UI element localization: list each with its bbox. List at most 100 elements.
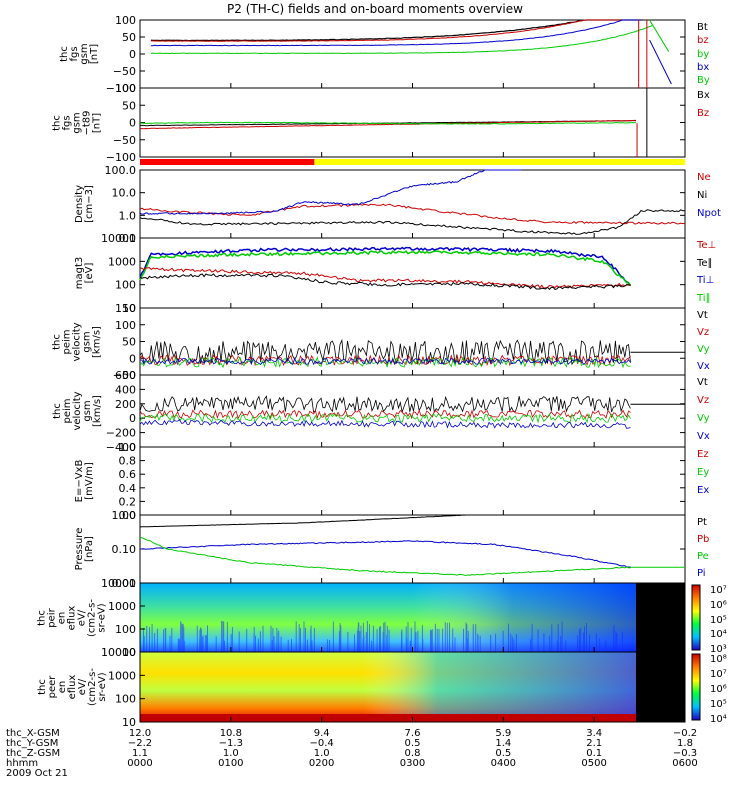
ion-spectrogram-overlay <box>140 583 636 652</box>
trace-bz <box>150 19 631 42</box>
ytick-label-fgs-1: 50 <box>122 31 136 44</box>
ytick-label-density-3: 0.1 <box>119 232 137 245</box>
ylabel-line: gsm <box>81 400 93 422</box>
ytick-label-vel_i-3: 0 <box>129 412 136 425</box>
colorbar-label-ion_spec-4: 10³ <box>710 644 727 655</box>
ylabel-vel_e: thc peim velocity gsm [km/s] <box>52 308 103 375</box>
trace-bx <box>150 19 642 47</box>
ytick-label-efield-0: 1.0 <box>119 441 137 454</box>
trace-by-late <box>649 19 670 52</box>
ytick-label-vel_e-3: 0 <box>129 352 136 365</box>
ytick-label-temp-0: 10000 <box>101 232 136 245</box>
ytick-label-efield-2: 0.6 <box>119 468 137 481</box>
ytick-label-pressure-1: 0.10 <box>112 543 137 556</box>
ylabel-fgs_t89: thc fgs gsm −t89 [nT] <box>52 88 103 157</box>
trace-Pi <box>139 540 631 568</box>
trace-Pe <box>139 536 631 576</box>
panel-frame-temp <box>139 237 686 309</box>
footer-value-t-4: 0400 <box>490 758 517 769</box>
ytick-label-el_spec-0: 10000 <box>101 646 136 659</box>
mode-bar-fast-survey <box>314 159 685 165</box>
ytick-label-fgs_t89-2: 0 <box>129 117 136 130</box>
footer-row-label-0: thc_X-GSM <box>6 728 60 739</box>
legend-fgs-3: bx <box>697 62 710 73</box>
legend-fgs-4: By <box>697 75 710 87</box>
legend-temp-3: Ti∥ <box>697 293 711 305</box>
trace-vel-i-Vz <box>139 409 631 420</box>
footer-value-x-6: −0.2 <box>672 728 698 739</box>
footer-value-t-5: 0500 <box>581 758 607 769</box>
ylabel-line: eflux <box>66 674 78 700</box>
ylabel-line: peim <box>61 398 73 424</box>
electron-low-energy-band <box>140 714 636 722</box>
colorbar-label-el_spec-4: 10⁴ <box>710 714 727 725</box>
footer-row-label-2: thc_Z-GSM <box>6 748 61 759</box>
ytick-label-vel_i-4: −200 <box>106 427 136 440</box>
trace-vel-i-Vx <box>139 418 631 429</box>
electron-spectrogram-overlay <box>140 652 636 722</box>
trace-Ti-par <box>139 250 632 287</box>
colorbar-label-el_spec-0: 10⁸ <box>710 654 727 665</box>
ytick-label-ion_spec-2: 100 <box>115 623 136 636</box>
trace-green-t89 <box>139 121 637 125</box>
legend-density-1: Ni <box>697 190 708 201</box>
colorbar-label-ion_spec-0: 10⁷ <box>710 585 727 596</box>
colorbar-ion_spec <box>691 584 701 651</box>
ytick-label-el_spec-2: 100 <box>115 693 136 706</box>
ytick-label-vel_e-1: 100 <box>115 319 136 332</box>
ytick-label-density-2: 1.0 <box>119 209 137 222</box>
ylabel-line: (cm2-s- <box>86 668 98 706</box>
footer-value-y-3: 0.5 <box>404 738 421 749</box>
legend-vel_i-3: Vx <box>697 431 710 442</box>
panel-frame-fgs <box>139 19 686 89</box>
ylabel-density: Density [cm−3] <box>74 170 95 238</box>
ylabel-line: sr-eV) <box>96 672 108 702</box>
ylabel-line: [nT] <box>91 112 103 133</box>
trace-vel-e-Vt <box>139 338 631 366</box>
ytick-label-efield-1: 0.8 <box>119 455 137 468</box>
ylabel-line: eV/ <box>76 678 88 696</box>
ylabel-line: [km/s] <box>91 325 103 358</box>
legend-fgs_t89-1: Bz <box>697 108 710 119</box>
ytick-label-temp-3: 10 <box>122 302 136 315</box>
ion-spectrogram-gap <box>635 583 685 652</box>
ytick-label-vel_e-2: 50 <box>122 336 136 349</box>
legend-fgs-2: by <box>697 48 710 60</box>
ylabel-line: [eV] <box>84 262 95 284</box>
footer-value-y-4: 1.4 <box>495 738 512 749</box>
colorbar-label-el_spec-3: 10⁵ <box>710 699 727 710</box>
ylabel-temp: magt3 [eV] <box>74 238 95 308</box>
legend-pressure-1: Pb <box>697 534 710 546</box>
colorbar-label-ion_spec-3: 10⁴ <box>710 629 727 641</box>
footer-value-z-3: 0.8 <box>404 748 421 759</box>
footer-value-z-5: 0.1 <box>586 748 603 759</box>
ytick-label-ion_spec-3: 10 <box>122 646 136 659</box>
colorbar-label-ion_spec-2: 10⁵ <box>710 614 727 626</box>
legend-density-0: Ne <box>697 172 711 183</box>
footer-row-label-3: hhmm <box>6 758 39 769</box>
ytick-label-fgs_t89-0: 100 <box>115 82 136 95</box>
ytick-label-efield-3: 0.4 <box>119 482 137 495</box>
legend-efield-0: Ez <box>697 449 709 460</box>
footer-value-z-2: 1.0 <box>313 748 330 759</box>
ytick-label-ion_spec-1: 1000 <box>108 600 136 613</box>
footer-value-x-4: 5.9 <box>495 728 512 739</box>
trace-Bt <box>150 19 642 42</box>
footer-value-x-3: 7.6 <box>404 728 421 739</box>
colorbar-label-el_spec-2: 10⁶ <box>710 684 727 695</box>
legend-vel_e-0: Vt <box>697 310 708 321</box>
colorbar-label-el_spec-1: 10⁷ <box>710 669 727 680</box>
ylabel-efield: E=−VxB [mV/m] <box>74 447 95 515</box>
footer-value-y-0: −2.2 <box>127 738 153 749</box>
ytick-label-fgs-2: 0 <box>129 48 136 61</box>
ytick-label-density-1: 10.0 <box>112 187 137 200</box>
ytick-label-el_spec-1: 1000 <box>108 669 136 682</box>
ylabel-line: [nT] <box>89 43 100 65</box>
trace-Te-perp <box>139 267 631 289</box>
legend-efield-1: Ey <box>697 467 710 478</box>
footer-value-t-1: 0100 <box>218 758 244 769</box>
ylabel-line: sr-eV) <box>96 602 108 633</box>
ylabel-vel_i: thc peim velocity gsm [km/s] <box>52 375 103 447</box>
